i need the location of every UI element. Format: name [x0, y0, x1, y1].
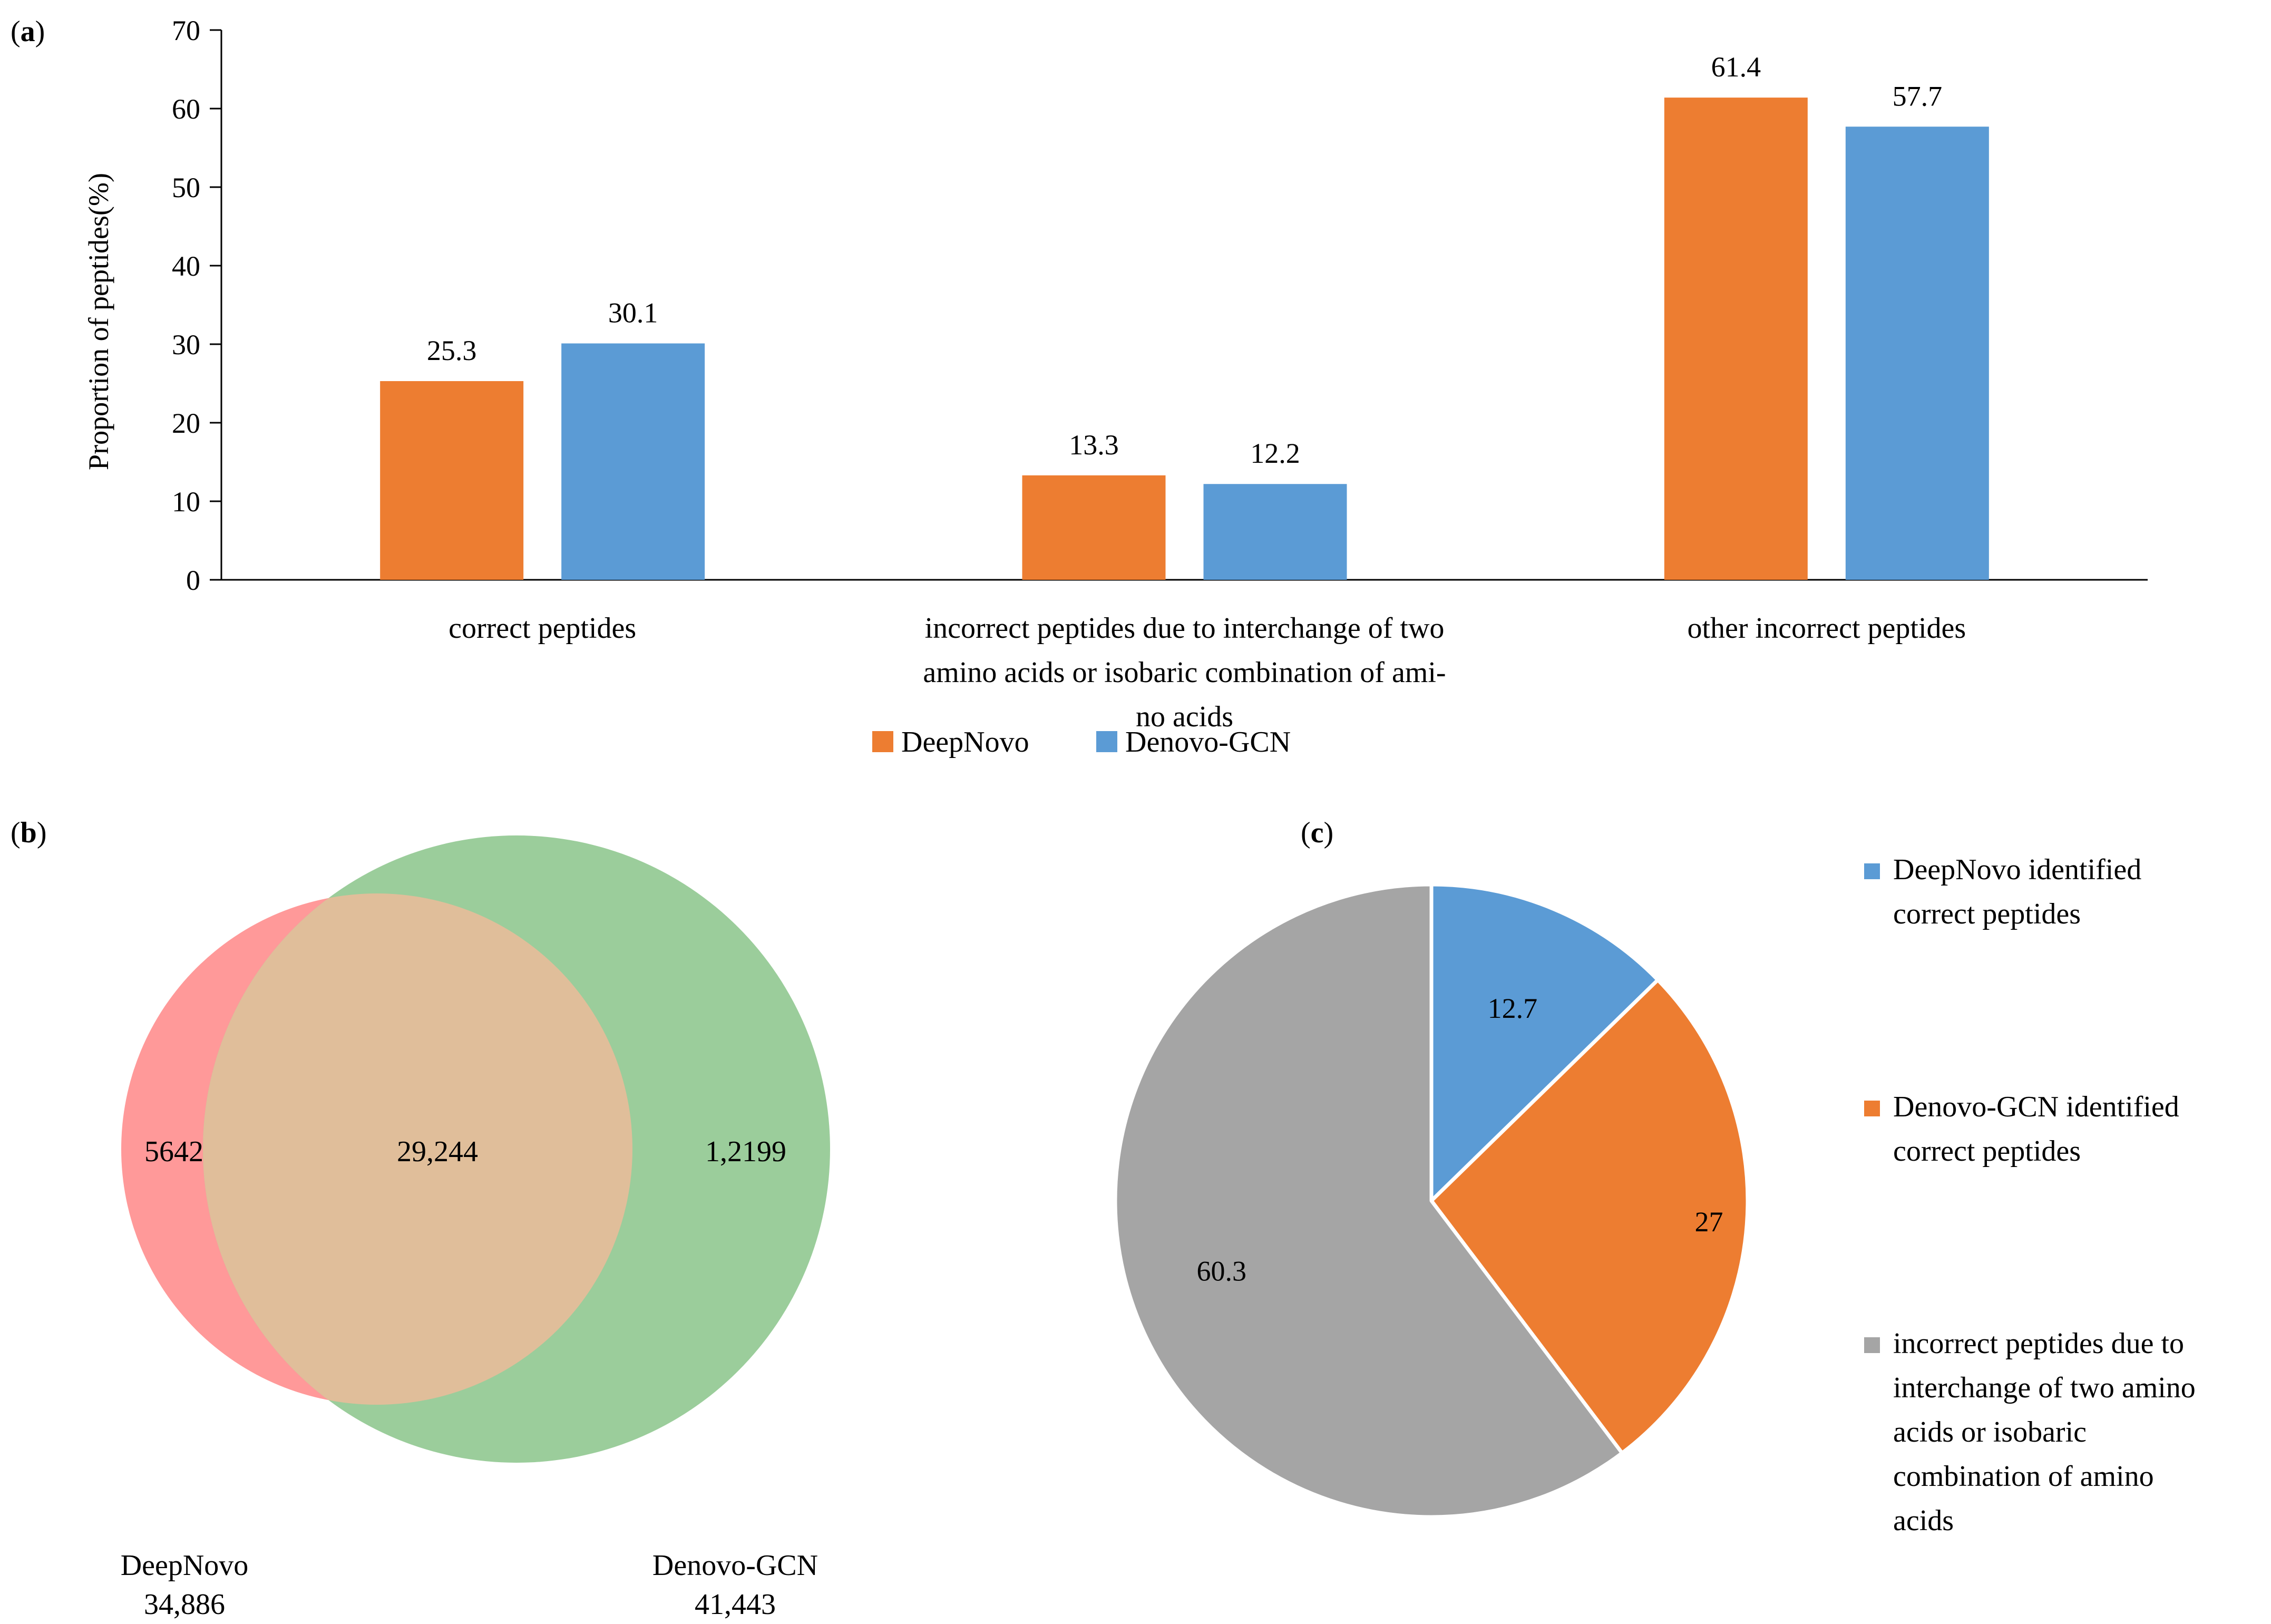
pie-value-label: 27 — [1695, 1206, 1723, 1238]
venn-denovo-gcn-total: 41,443 — [695, 1588, 776, 1621]
panel-label-c: (c) — [1301, 816, 1333, 849]
y-tick-label: 50 — [172, 172, 200, 203]
bar-value-label: 25.3 — [427, 335, 477, 366]
bar-deepnovo-3 — [1664, 98, 1808, 580]
y-tick-label: 10 — [172, 486, 200, 518]
venn-overlap-count: 29,244 — [397, 1135, 478, 1168]
pie-legend-label: correct peptides — [1893, 1135, 2081, 1168]
bar-deepnovo-1 — [380, 381, 524, 580]
bar-value-label: 30.1 — [608, 297, 658, 329]
panel-label-b: (b) — [11, 816, 46, 849]
venn-deepnovo-name: DeepNovo — [121, 1549, 249, 1582]
bar-deepnovo-2 — [1022, 475, 1166, 580]
pie-legend-label: Denovo-GCN identified — [1893, 1091, 2179, 1123]
y-tick-label: 20 — [172, 407, 200, 439]
x-category-label: other incorrect peptides — [1687, 612, 1966, 645]
pie-value-label: 12.7 — [1488, 993, 1538, 1024]
y-tick-label: 40 — [172, 250, 200, 282]
pie-slice-3 — [1113, 882, 1624, 1519]
bar-value-label: 13.3 — [1069, 429, 1119, 461]
pie-legend-swatch-3 — [1864, 1337, 1880, 1353]
pie-legend-label: interchange of two amino — [1893, 1372, 2196, 1404]
venn-overlap-region — [203, 893, 632, 1405]
legend-swatch-deepnovo — [872, 731, 893, 752]
pie-legend-label: acids or isobaric — [1893, 1416, 2087, 1448]
pie-chart: 12.7 27 60.3 DeepNovo identified correct pe… — [1113, 853, 2196, 1537]
venn-denovo-gcn-only-count: 1,2199 — [705, 1135, 786, 1168]
x-category-label: no acids — [1136, 701, 1233, 733]
pie-legend-label: correct peptides — [1893, 898, 2081, 930]
pie-legend-swatch-1 — [1864, 863, 1880, 879]
venn-deepnovo-only-count: 5642 — [144, 1135, 203, 1168]
pie-legend-label: combination of amino — [1893, 1460, 2154, 1493]
y-tick-label: 30 — [172, 329, 200, 361]
venn-diagram: 5642 29,244 1,2199 DeepNovo 34,886 Denov… — [121, 835, 830, 1621]
x-category-label: amino acids or isobaric combination of a… — [923, 656, 1446, 689]
pie-slice-2 — [1429, 978, 1750, 1455]
y-axis-title: Proportion of peptides(%) — [83, 173, 114, 470]
pie-legend-swatch-2 — [1864, 1101, 1880, 1116]
y-tick-label: 70 — [172, 15, 200, 46]
venn-deepnovo-total: 34,886 — [144, 1588, 225, 1621]
bar-value-label: 57.7 — [1893, 80, 1943, 112]
venn-denovo-gcn-name: Denovo-GCN — [652, 1549, 818, 1582]
legend-swatch-denovo-gcn — [1096, 731, 1117, 752]
pie-legend-label: incorrect peptides due to — [1893, 1327, 2184, 1360]
bar-denovo-gcn-3 — [1845, 127, 1989, 580]
pie-slice-1 — [1429, 882, 1660, 1203]
bar-denovo-gcn-2 — [1203, 484, 1347, 580]
pie-legend-label: acids — [1893, 1504, 1954, 1537]
bar-value-label: 12.2 — [1250, 437, 1300, 469]
x-category-label: incorrect peptides due to interchange of… — [925, 612, 1445, 645]
pie-value-label: 60.3 — [1197, 1256, 1247, 1287]
y-tick-label: 60 — [172, 93, 200, 125]
bar-denovo-gcn-1 — [561, 343, 705, 580]
x-category-label: correct peptides — [449, 612, 636, 645]
panel-label-a: (a) — [11, 15, 45, 48]
legend-label-denovo-gcn: Denovo-GCN — [1125, 726, 1291, 758]
y-tick-label: 0 — [186, 565, 200, 596]
bar-chart: Proportion of peptides(%) 0 10 20 30 40 50 60 7… — [83, 15, 2148, 758]
bar-value-label: 61.4 — [1711, 51, 1761, 83]
legend-label-deepnovo: DeepNovo — [901, 726, 1029, 758]
pie-legend-label: DeepNovo identified — [1893, 853, 2141, 886]
